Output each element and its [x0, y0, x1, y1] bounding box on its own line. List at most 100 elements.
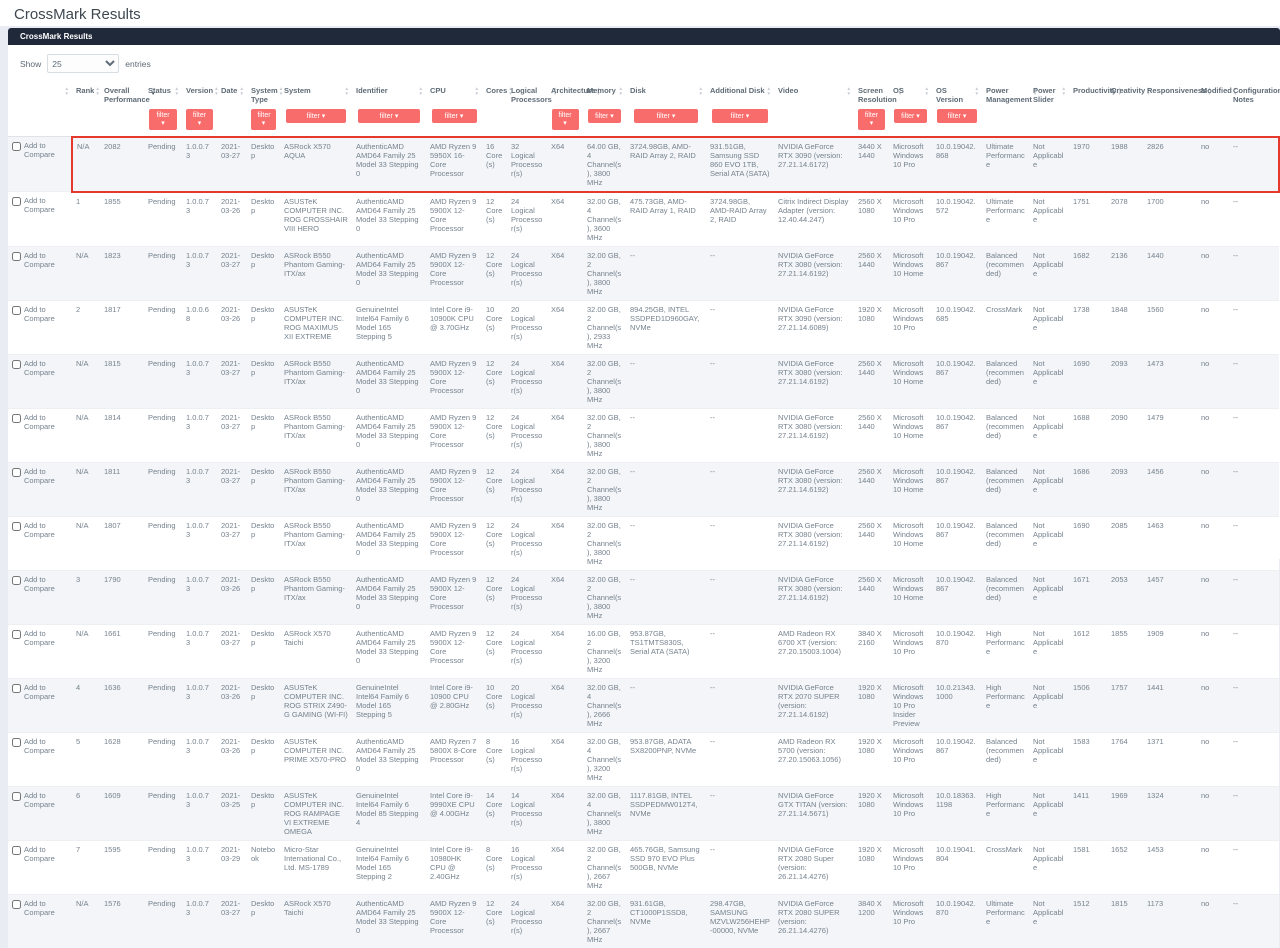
- add-to-compare[interactable]: Add to Compare: [12, 521, 68, 539]
- compare-checkbox[interactable]: [12, 791, 21, 801]
- add-to-compare[interactable]: Add to Compare: [12, 196, 68, 214]
- column-header-version[interactable]: Version ▴ ▾: [182, 81, 218, 107]
- add-to-compare[interactable]: Add to Compare: [12, 413, 68, 431]
- filter-button-additional-disk[interactable]: filter ▾: [712, 108, 768, 123]
- sort-icon[interactable]: ▴ ▾: [925, 86, 928, 97]
- sort-icon[interactable]: ▴ ▾: [619, 86, 622, 97]
- column-header-system-type[interactable]: System Type ▴ ▾: [247, 81, 283, 107]
- column-header-productivity[interactable]: Productivity ▴ ▾: [1069, 81, 1121, 107]
- column-header-identifier[interactable]: Identifier ▴ ▾: [352, 81, 426, 107]
- sort-icon[interactable]: ▴ ▾: [175, 86, 178, 97]
- sort-icon[interactable]: ▴ ▾: [345, 86, 348, 97]
- sort-icon[interactable]: ▴ ▾: [509, 86, 512, 97]
- compare-checkbox[interactable]: [12, 305, 21, 315]
- add-to-compare[interactable]: Add to Compare: [12, 467, 68, 485]
- column-header-modified[interactable]: Modified ▴ ▾: [1197, 81, 1236, 107]
- sort-icon[interactable]: ▴ ▾: [240, 86, 243, 97]
- column-header-creativity[interactable]: Creativity ▴ ▾: [1107, 81, 1150, 107]
- sort-icon[interactable]: ▴ ▾: [1208, 86, 1211, 97]
- add-to-compare[interactable]: Add to Compare: [12, 737, 68, 755]
- column-header-overall-performance[interactable]: Overall Performance ▴ ▾: [100, 81, 154, 107]
- filter-button-disk[interactable]: filter ▾: [634, 108, 698, 123]
- add-to-compare[interactable]: Add to Compare: [12, 791, 68, 809]
- sort-icon[interactable]: ▴ ▾: [475, 86, 478, 97]
- column-header-rank[interactable]: Rank ▴ ▾: [72, 81, 100, 107]
- column-header-status[interactable]: Status ▴ ▾: [144, 81, 182, 107]
- filter-button-identifier[interactable]: filter ▾: [358, 108, 420, 123]
- sort-icon[interactable]: ▴ ▾: [847, 86, 850, 97]
- add-to-compare[interactable]: Add to Compare: [12, 141, 67, 159]
- compare-checkbox[interactable]: [12, 899, 21, 909]
- filter-button-screen-resolution[interactable]: filter ▾: [858, 108, 885, 130]
- sort-icon[interactable]: ▴ ▾: [1118, 86, 1121, 97]
- filter-button-memory[interactable]: filter ▾: [587, 108, 622, 123]
- column-header-os-version[interactable]: OS Version ▴ ▾: [932, 81, 982, 107]
- add-to-compare[interactable]: Add to Compare: [12, 683, 68, 701]
- column-header-video[interactable]: Video ▴ ▾: [774, 81, 854, 107]
- filter-button-system-type[interactable]: filter ▾: [251, 108, 276, 130]
- cell-os-version: 10.0.19042.867: [932, 407, 982, 463]
- sort-icon[interactable]: ▴ ▾: [1147, 86, 1150, 97]
- column-header-architecture[interactable]: Architecture ▴ ▾: [547, 81, 600, 107]
- column-header-memory[interactable]: Memory ▴ ▾: [583, 81, 626, 107]
- column-header-responsiveness[interactable]: Responsiveness ▴ ▾: [1143, 81, 1211, 107]
- compare-checkbox[interactable]: [12, 845, 21, 855]
- add-to-compare[interactable]: Add to Compare: [12, 575, 68, 593]
- add-to-compare[interactable]: Add to Compare: [12, 359, 68, 377]
- sort-icon[interactable]: ▴ ▾: [279, 86, 283, 97]
- filter-button-status[interactable]: filter ▾: [148, 108, 178, 130]
- entries-select[interactable]: 25: [47, 54, 120, 73]
- compare-checkbox[interactable]: [12, 359, 21, 369]
- filter-button-cpu[interactable]: filter ▾: [431, 108, 477, 123]
- add-to-compare[interactable]: Add to Compare: [12, 251, 68, 269]
- column-header-disk[interactable]: Disk ▴ ▾: [626, 81, 706, 107]
- filter-button-version[interactable]: filter ▾: [186, 108, 213, 130]
- sort-icon[interactable]: ▴ ▾: [1233, 86, 1237, 97]
- column-header-cpu[interactable]: CPU ▴ ▾: [426, 81, 482, 107]
- column-header-date[interactable]: Date ▴ ▾: [217, 81, 247, 107]
- sort-icon[interactable]: ▴ ▾: [898, 86, 902, 97]
- column-header-screen-resolution[interactable]: Screen Resolution ▴ ▾: [854, 81, 901, 107]
- cell-power-slider: Not Applicable: [1029, 245, 1069, 301]
- compare-checkbox[interactable]: [12, 142, 21, 152]
- sort-icon[interactable]: ▴ ▾: [553, 86, 557, 97]
- compare-checkbox[interactable]: [12, 521, 21, 531]
- filter-button-system[interactable]: filter ▾: [286, 108, 346, 123]
- sort-icon[interactable]: ▴ ▾: [419, 86, 422, 97]
- sort-icon[interactable]: ▴ ▾: [151, 86, 155, 97]
- compare-checkbox[interactable]: [12, 629, 21, 639]
- column-header-logical-processors[interactable]: Logical Processors ▴ ▾: [507, 81, 556, 107]
- sort-icon[interactable]: ▴ ▾: [699, 86, 702, 97]
- compare-checkbox[interactable]: [12, 737, 21, 747]
- add-to-compare[interactable]: Add to Compare: [12, 845, 68, 863]
- compare-checkbox[interactable]: [12, 251, 21, 261]
- compare-checkbox[interactable]: [12, 575, 21, 585]
- column-header-cores[interactable]: Cores ▴ ▾: [482, 81, 512, 107]
- add-to-compare[interactable]: Add to Compare: [12, 899, 68, 917]
- sort-icon[interactable]: ▴ ▾: [767, 86, 770, 97]
- sort-icon[interactable]: ▴ ▾: [1033, 86, 1037, 97]
- compare-checkbox[interactable]: [12, 413, 21, 423]
- column-header-power-management[interactable]: Power Management ▴ ▾: [982, 81, 1036, 107]
- filter-button-os-version[interactable]: filter ▾: [937, 108, 977, 123]
- add-to-compare[interactable]: Add to Compare: [12, 305, 68, 323]
- column-header-configuration-notes[interactable]: Configuration Notes▴▾: [1229, 81, 1280, 107]
- column-header-additional-disk[interactable]: Additional Disk ▴ ▾: [706, 81, 774, 107]
- compare-checkbox[interactable]: [12, 197, 21, 207]
- column-header-compare[interactable]: ▴ ▾: [8, 81, 72, 107]
- filter-button-architecture[interactable]: filter ▾: [551, 108, 579, 130]
- sort-icon[interactable]: ▴ ▾: [215, 86, 218, 97]
- sort-icon[interactable]: ▴ ▾: [975, 86, 978, 97]
- column-header-system[interactable]: System ▴ ▾: [280, 81, 352, 107]
- sort-icon[interactable]: ▴ ▾: [597, 86, 600, 97]
- compare-checkbox[interactable]: [12, 683, 21, 693]
- cell-screen-resolution: 1920 X 1080: [854, 839, 889, 895]
- column-header-power-slider[interactable]: Power Slider ▴ ▾: [1029, 81, 1069, 107]
- sort-icon[interactable]: ▴ ▾: [65, 86, 68, 97]
- column-header-os[interactable]: OS ▴ ▾: [889, 81, 932, 107]
- add-to-compare[interactable]: Add to Compare: [12, 629, 68, 647]
- sort-icon[interactable]: ▴ ▾: [96, 86, 99, 97]
- filter-button-os[interactable]: filter ▾: [893, 108, 928, 123]
- sort-icon[interactable]: ▴ ▾: [1062, 86, 1065, 97]
- compare-checkbox[interactable]: [12, 467, 21, 477]
